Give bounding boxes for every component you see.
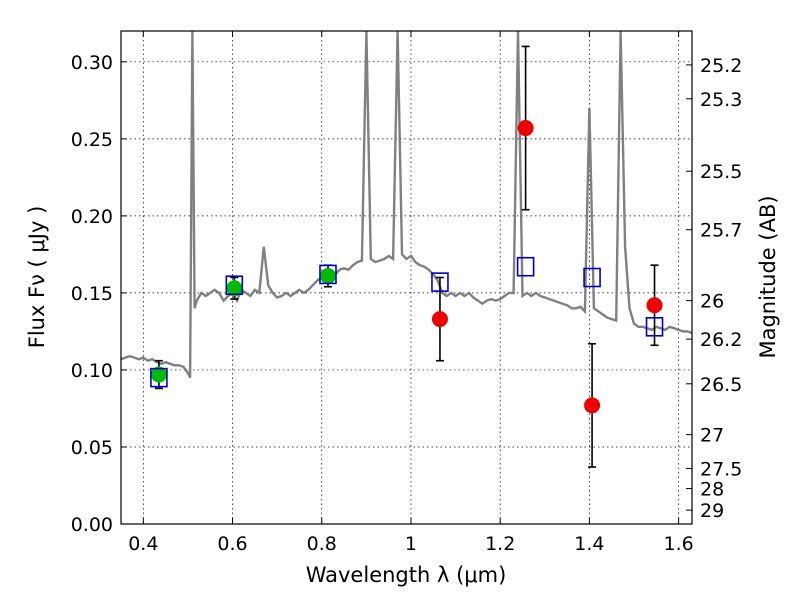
model-square [225,275,244,296]
right-tick-label: 26.5 [700,374,742,396]
right-axis-label: Magnitude (AB) [756,195,780,358]
right-tick-label: 29 [700,500,724,522]
x-tick-label: 1.4 [574,533,604,555]
model-square [431,272,449,292]
model-squares [150,256,664,388]
y-tick-label: 0.05 [71,437,113,459]
x-tick-label: 1.6 [664,533,694,555]
spectrum-line [121,31,692,379]
right-tick-label: 28 [700,479,724,501]
right-tick-label: 27.5 [700,459,742,481]
model-square [645,316,664,337]
red-data-point [517,120,534,137]
model-square [319,264,337,285]
green-data-point [319,267,336,284]
x-axis-label: Wavelength λ (μm) [306,563,507,587]
red-data-point [646,297,663,314]
right-tick-label: 25.5 [700,161,742,183]
x-tick-label: 0.6 [217,533,247,555]
right-tick-label: 26.2 [700,329,742,351]
y-tick-label: 0.30 [71,52,113,74]
photometry-points [150,120,663,414]
y-tick-label: 0.15 [71,283,113,305]
x-tick-label: 0.8 [307,533,337,555]
y-tick-label: 0.00 [71,514,113,536]
plot-frame [120,30,693,525]
y-tick-label: 0.20 [71,206,113,228]
y-tick-label: 0.10 [71,360,113,382]
right-tick-label: 26 [700,291,724,313]
x-tick-label: 0.4 [128,533,158,555]
right-tick-label: 27 [700,425,724,447]
model-square [516,256,535,277]
right-tick-label: 25.3 [700,89,742,111]
model-square [150,367,168,388]
grid [121,31,692,525]
y-axis: 0.00 0.05 0.10 0.15 0.20 0.25 0.30 [71,52,127,536]
red-data-point [584,397,601,414]
model-square [583,267,601,288]
right-tick-label: 25.7 [700,220,742,242]
x-tick-label: 1.2 [485,533,515,555]
red-data-point [431,311,448,328]
x-tick-label: 1 [405,533,417,555]
spectrum-series [121,31,692,379]
errorbars [154,45,659,468]
right-tick-label: 25.2 [700,55,742,77]
y-axis-label: Flux Fν ( μJy ) [25,206,49,349]
x-axis: 0.4 0.6 0.8 1 1.2 1.4 1.6 [128,31,694,555]
y-tick-label: 0.25 [71,129,113,151]
